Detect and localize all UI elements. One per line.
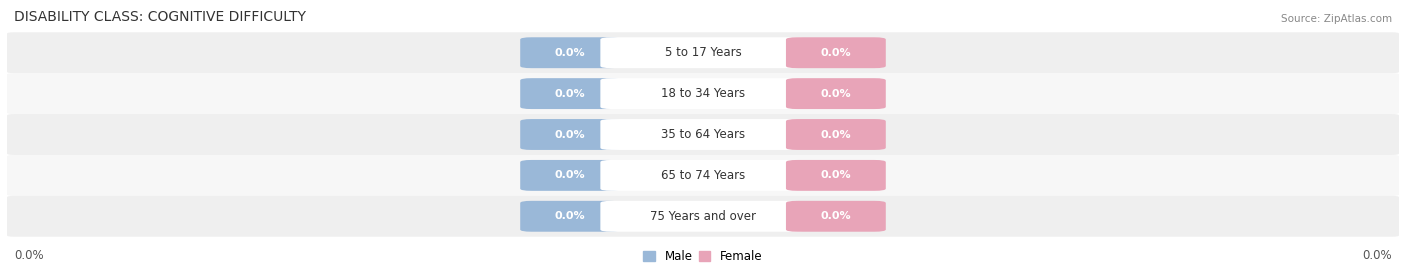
- Text: DISABILITY CLASS: COGNITIVE DIFFICULTY: DISABILITY CLASS: COGNITIVE DIFFICULTY: [14, 10, 307, 24]
- FancyBboxPatch shape: [7, 73, 1399, 114]
- Text: 0.0%: 0.0%: [14, 249, 44, 262]
- Text: 0.0%: 0.0%: [555, 211, 585, 221]
- Text: 65 to 74 Years: 65 to 74 Years: [661, 169, 745, 182]
- Text: 0.0%: 0.0%: [555, 129, 585, 140]
- Text: 5 to 17 Years: 5 to 17 Years: [665, 46, 741, 59]
- Text: 0.0%: 0.0%: [555, 89, 585, 99]
- FancyBboxPatch shape: [7, 155, 1399, 196]
- Text: 0.0%: 0.0%: [821, 89, 851, 99]
- FancyBboxPatch shape: [786, 78, 886, 109]
- FancyBboxPatch shape: [600, 78, 806, 109]
- FancyBboxPatch shape: [520, 78, 620, 109]
- FancyBboxPatch shape: [520, 160, 620, 191]
- Text: 0.0%: 0.0%: [821, 48, 851, 58]
- Text: 0.0%: 0.0%: [1362, 249, 1392, 262]
- FancyBboxPatch shape: [7, 196, 1399, 237]
- FancyBboxPatch shape: [600, 119, 806, 150]
- Text: 0.0%: 0.0%: [555, 170, 585, 180]
- Legend: Male, Female: Male, Female: [644, 250, 762, 263]
- Text: Source: ZipAtlas.com: Source: ZipAtlas.com: [1281, 14, 1392, 24]
- FancyBboxPatch shape: [600, 37, 806, 68]
- Text: 0.0%: 0.0%: [821, 129, 851, 140]
- Text: 0.0%: 0.0%: [555, 48, 585, 58]
- FancyBboxPatch shape: [786, 201, 886, 232]
- FancyBboxPatch shape: [520, 37, 620, 68]
- Text: 0.0%: 0.0%: [821, 211, 851, 221]
- FancyBboxPatch shape: [786, 37, 886, 68]
- Text: 18 to 34 Years: 18 to 34 Years: [661, 87, 745, 100]
- Text: 35 to 64 Years: 35 to 64 Years: [661, 128, 745, 141]
- FancyBboxPatch shape: [7, 114, 1399, 155]
- FancyBboxPatch shape: [7, 32, 1399, 73]
- FancyBboxPatch shape: [600, 201, 806, 232]
- Text: 75 Years and over: 75 Years and over: [650, 210, 756, 223]
- FancyBboxPatch shape: [786, 160, 886, 191]
- FancyBboxPatch shape: [600, 160, 806, 191]
- FancyBboxPatch shape: [786, 119, 886, 150]
- FancyBboxPatch shape: [520, 201, 620, 232]
- Text: 0.0%: 0.0%: [821, 170, 851, 180]
- FancyBboxPatch shape: [520, 119, 620, 150]
